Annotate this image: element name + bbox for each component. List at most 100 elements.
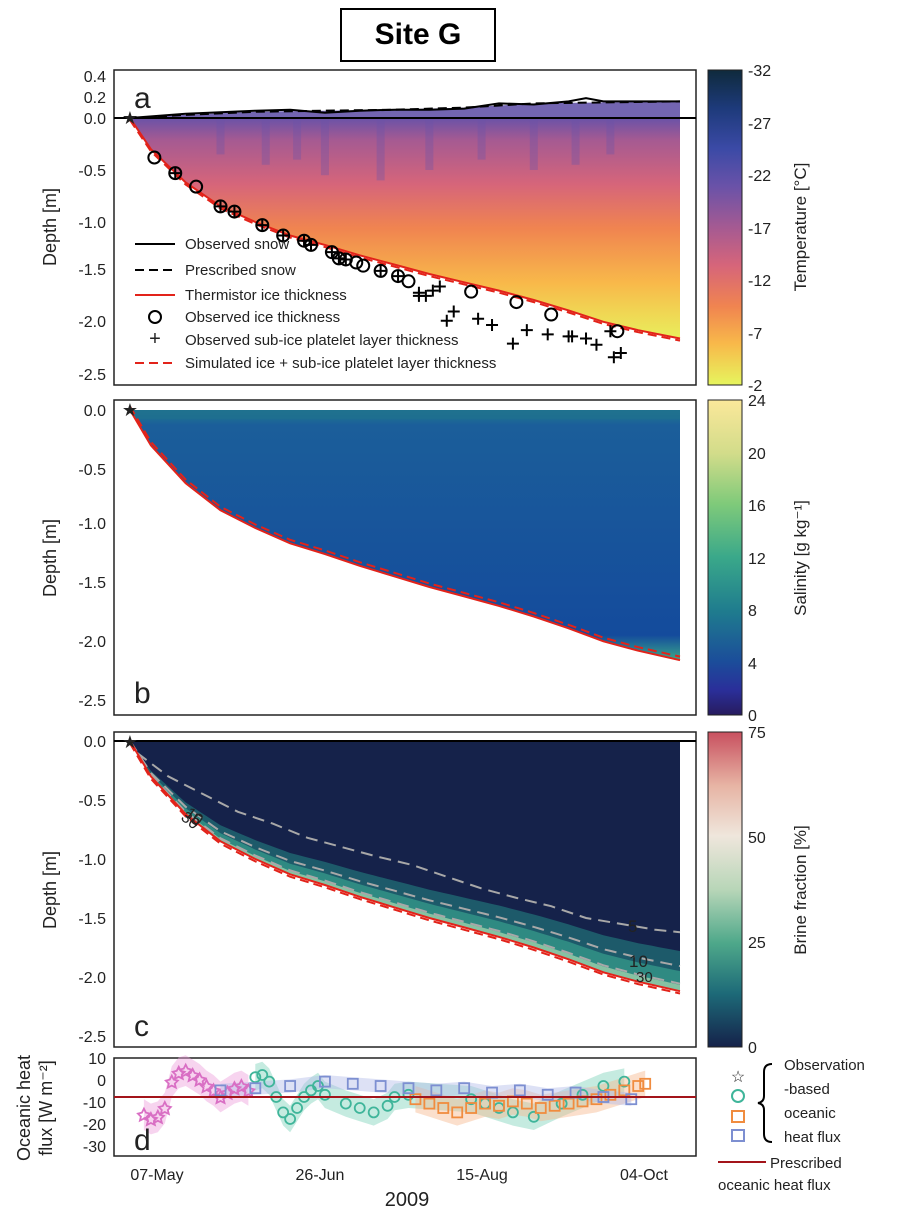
flux-point: [233, 1077, 250, 1094]
flux-point: [479, 1097, 491, 1110]
start-marker-b: ★: [122, 400, 138, 420]
temperature-colorbar: [707, 69, 743, 386]
xtick: 07-May: [130, 1167, 183, 1184]
panel-c-ylabel: Depth [m]: [40, 851, 60, 929]
legend-platelet-layer: Observed sub-ice platelet layer thicknes…: [185, 332, 458, 349]
brine-band-mid: [130, 741, 680, 992]
flux-point: [381, 1099, 394, 1112]
flux-point: [291, 1102, 303, 1114]
flux-point: [157, 1099, 173, 1116]
platelet-point: [541, 328, 554, 341]
panel-a-legend: + Observed snow Prescribed snow Thermist…: [135, 236, 496, 372]
temperature-streak: [216, 118, 225, 155]
flux-point: [430, 1084, 443, 1097]
contour-label: 10: [629, 952, 648, 971]
flux-point: [458, 1082, 471, 1095]
legend-star: ☆: [731, 1069, 745, 1086]
thermistor-ice-line: [129, 117, 681, 340]
flux-point: [402, 1082, 415, 1095]
flux-point: [214, 1084, 227, 1097]
panel-a-label: a: [134, 82, 151, 115]
platelet-point: [277, 229, 290, 242]
legend-square-orange: [731, 1110, 745, 1123]
flux-point: [205, 1082, 222, 1099]
start-marker-c: ★: [122, 732, 138, 752]
cb-tick: 8: [748, 603, 757, 620]
flux-point: [374, 1080, 387, 1092]
panel-d-ylabel-line1: Oceanic heat: [14, 1055, 34, 1161]
flux-point: [191, 1071, 208, 1088]
flux-point: [198, 1077, 215, 1094]
flux-point: [184, 1066, 201, 1083]
thermistor-ice-line-b: [129, 409, 681, 662]
ytick-a: -1.5: [78, 262, 106, 279]
panel-b-ylabel: Depth [m]: [40, 519, 60, 597]
flux-point: [527, 1110, 540, 1123]
temperature-streak: [425, 118, 434, 170]
legend-group-line: -based: [784, 1081, 830, 1098]
platelet-point: [433, 280, 446, 293]
flux-point: [493, 1099, 505, 1112]
ytick-c: -2.5: [78, 1029, 106, 1046]
flux-point: [367, 1106, 380, 1119]
temperature-colorbar-ticks: -32 -27 -22 -17 -12 -7 -2: [748, 63, 771, 395]
ytick-a: -2.5: [78, 367, 106, 384]
observed-ice-point: [147, 150, 162, 165]
platelet-point: [169, 167, 182, 180]
panel-d-yticks: 10 0 -10 -20 -30: [83, 1051, 106, 1156]
salinity-field: [130, 410, 680, 661]
ytick-a: -2.0: [78, 314, 106, 331]
panel-c-frame: [113, 731, 697, 1048]
platelet-point: [214, 200, 227, 213]
observed-ice-point: [509, 295, 524, 310]
flux-point: [562, 1097, 575, 1110]
panel-b-frame: [113, 399, 697, 716]
panel-c: ★ 5 10 30 5 10 30 c 0.0 -0.5 -1.0 -1.5 -…: [40, 725, 810, 1057]
observed-snow-line: [129, 97, 680, 119]
flux-point: [319, 1075, 331, 1088]
cb-tick: 20: [748, 446, 766, 463]
brine-colorbar-label: Brine fraction [%]: [791, 825, 810, 954]
flux-point: [639, 1077, 652, 1090]
thermistor-ice-line-c: [129, 740, 681, 993]
platelet-point: [580, 332, 593, 345]
brine-colorbar-ticks: 75 50 25 0: [748, 725, 766, 1057]
flux-point: [465, 1093, 478, 1106]
cb-tick: 4: [748, 656, 757, 673]
temperature-streak: [376, 118, 385, 181]
simulated-ice-line-c: [129, 742, 681, 995]
x-axis: 07-May 26-Jun 15-Aug 04-Oct 2009: [130, 1167, 668, 1211]
panel-b-label: b: [134, 677, 151, 710]
panel-d-ylabel-line2: flux [W m⁻²]: [36, 1060, 56, 1156]
legend-circle: [731, 1089, 745, 1103]
cb-tick: 50: [748, 830, 766, 847]
panel-d: d 10 0 -10 -20 -30 Oceanic heat flux [W …: [14, 1051, 865, 1211]
platelet-point: [339, 253, 352, 266]
flux-point: [604, 1088, 617, 1101]
platelet-point: [305, 238, 318, 251]
cb-tick: -17: [748, 221, 771, 238]
flux-point: [319, 1088, 331, 1101]
legend-thermistor-ice: Thermistor ice thickness: [185, 287, 347, 304]
platelet-point: [520, 324, 533, 337]
platelet-point: [440, 314, 453, 327]
observed-ice-point: [356, 258, 371, 273]
ytick-c: 0.0: [84, 734, 106, 751]
temperature-streak: [477, 118, 486, 160]
contour-label: 5: [628, 917, 637, 936]
platelet-point: [486, 318, 499, 331]
x-axis-year: 2009: [385, 1189, 430, 1211]
ytick-d: -10: [83, 1095, 106, 1112]
panel-b-yticks: 0.0 -0.5 -1.0 -1.5 -2.0 -2.5: [78, 403, 106, 710]
platelet-layer-markers: [169, 167, 627, 364]
contour-30: [129, 740, 681, 985]
observed-ice-point: [464, 284, 479, 299]
temperature-colorbar-label: Temperature [°C]: [791, 163, 810, 292]
observed-ice-point: [544, 307, 559, 322]
cb-tick: -22: [748, 168, 771, 185]
salinity-colorbar-ticks: 24 20 16 12 8 4 0: [748, 393, 766, 725]
ytick-b: -1.5: [78, 575, 106, 592]
temperature-streak: [606, 118, 615, 155]
ytick-c: -2.0: [78, 970, 106, 987]
temperature-streak: [293, 118, 302, 160]
